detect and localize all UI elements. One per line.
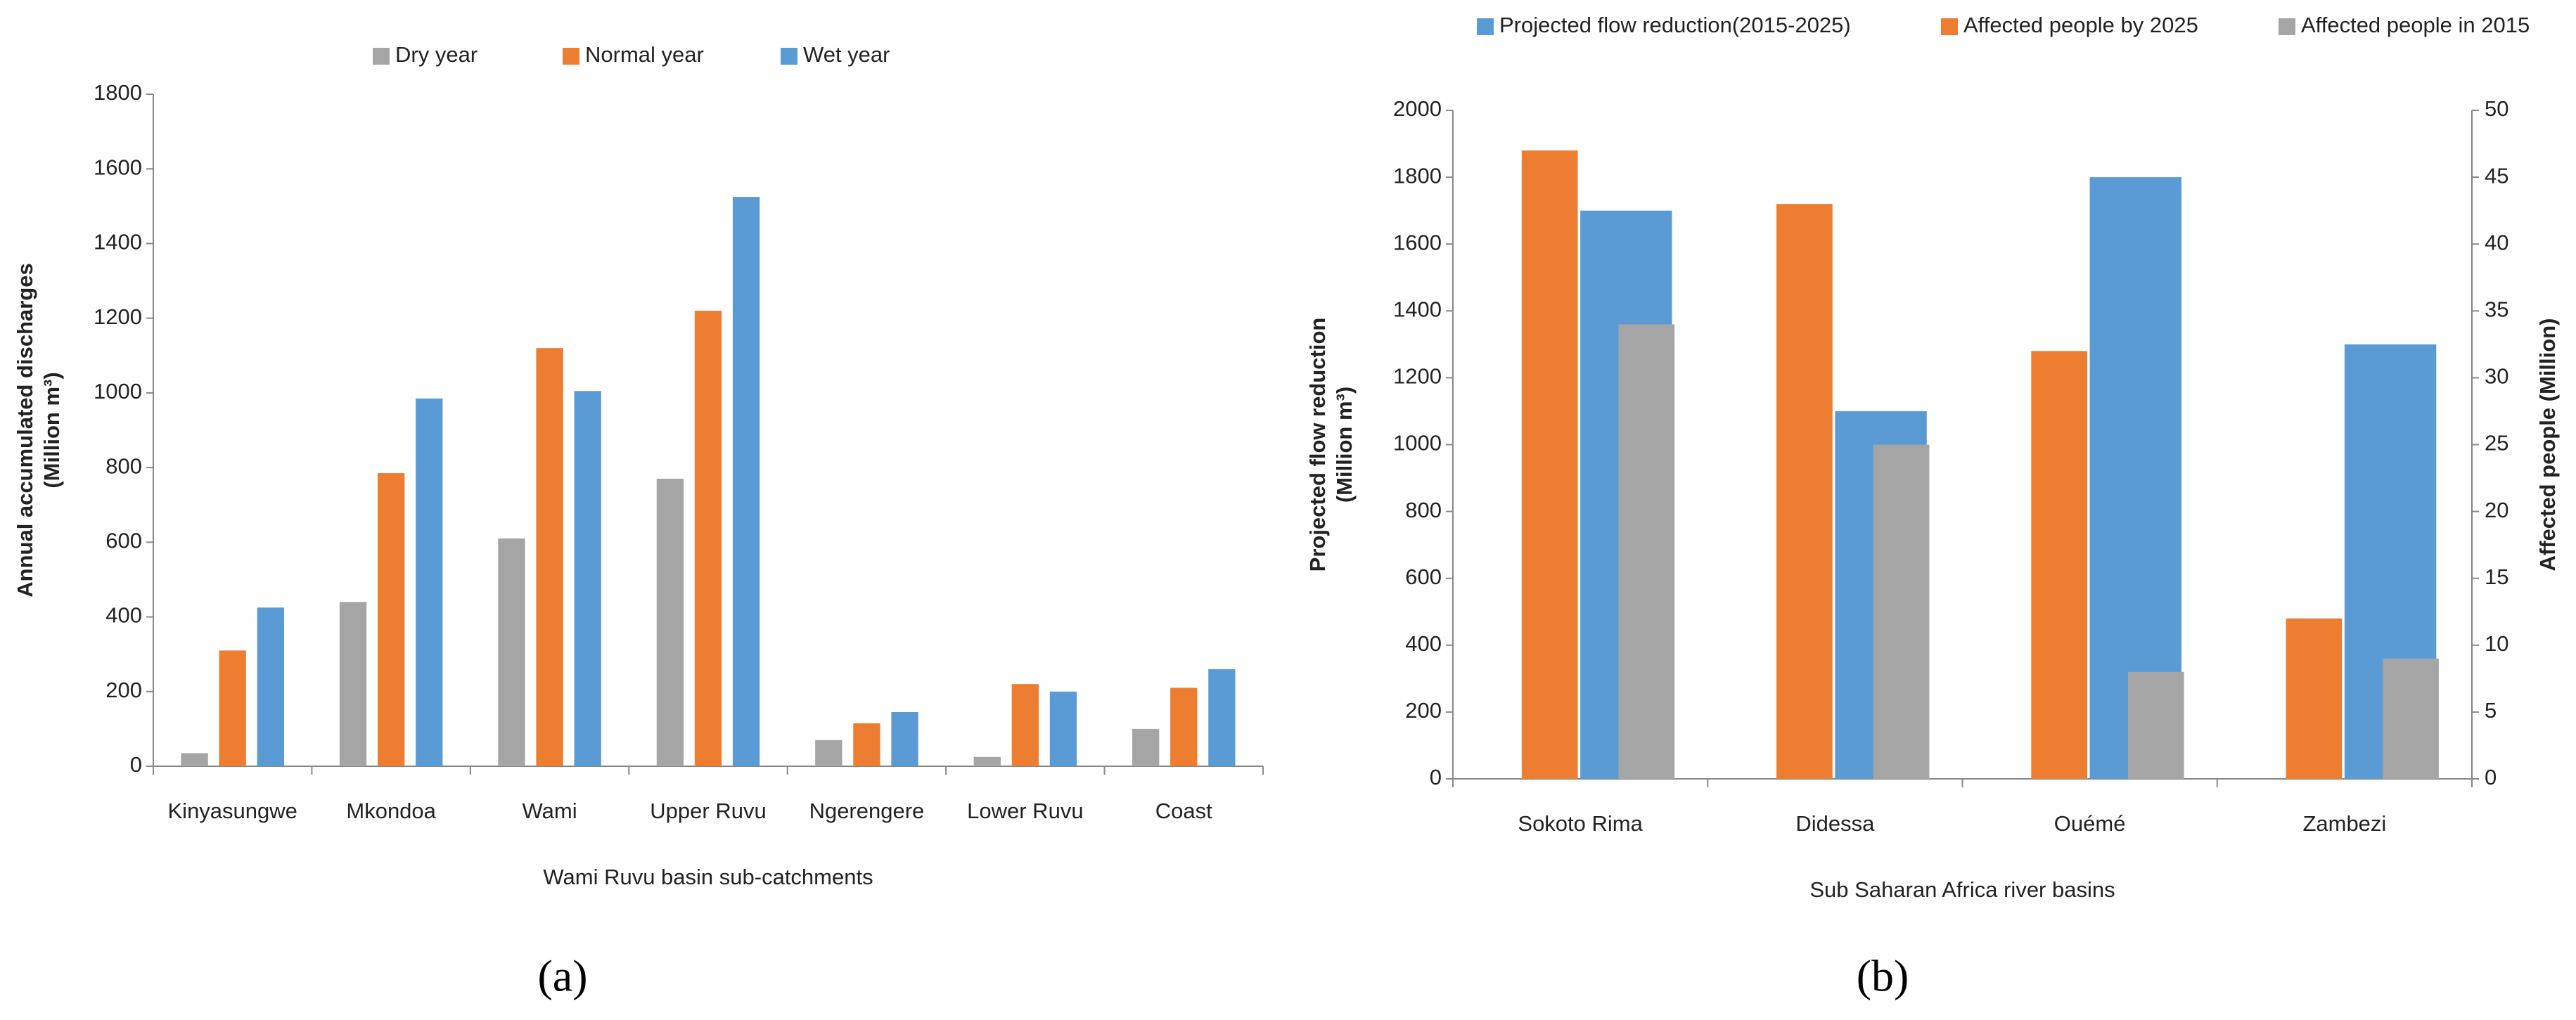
bar: [574, 391, 601, 766]
bar: [815, 740, 842, 766]
bar: [1170, 687, 1198, 766]
y-tick-label: 2000: [1393, 96, 1442, 121]
y-tick-label: 800: [105, 453, 142, 478]
bar: [2383, 658, 2439, 779]
bar: [2031, 351, 2088, 779]
x-axis-title: Wami Ruvu basin sub-catchments: [543, 865, 873, 889]
y-tick-label: 1400: [94, 230, 142, 254]
x-tick-label: Coast: [1155, 799, 1212, 823]
y2-tick-label: 10: [2485, 631, 2508, 656]
bar: [732, 197, 760, 766]
bar: [416, 398, 443, 766]
y2-tick-label: 30: [2485, 364, 2508, 389]
caption: (b): [1857, 951, 1909, 1001]
bar: [377, 473, 405, 766]
legend-label: Projected flow reduction(2015-2025): [1499, 13, 1851, 37]
legend-swatch: [1941, 18, 1958, 35]
y2-tick-label: 15: [2485, 564, 2508, 589]
bar: [2127, 671, 2184, 779]
legend-swatch: [373, 48, 390, 65]
bar: [1776, 204, 1833, 779]
y-tick-label: 200: [105, 678, 142, 702]
y-tick-label: 1600: [1393, 230, 1442, 254]
bar: [219, 650, 246, 766]
y2-tick-label: 35: [2485, 297, 2508, 321]
y-axis-title: (Million m³): [1332, 387, 1357, 503]
y2-tick-label: 5: [2485, 698, 2497, 723]
bar: [257, 607, 284, 766]
y-tick-label: 1200: [1393, 364, 1442, 389]
y-tick-label: 0: [1430, 765, 1442, 789]
y2-tick-label: 45: [2485, 163, 2508, 188]
bar: [1049, 691, 1077, 766]
x-tick-label: Lower Ruvu: [967, 799, 1083, 823]
y-tick-label: 800: [1405, 498, 1442, 522]
y2-axis-title: Affected people (Million): [2535, 318, 2560, 572]
legend-swatch: [1477, 18, 1494, 35]
y-tick-label: 1800: [94, 80, 142, 105]
bar: [656, 479, 684, 766]
caption: (a): [537, 951, 587, 1001]
legend-label: Affected people by 2025: [1963, 13, 2198, 37]
bar: [694, 311, 722, 766]
y2-tick-label: 40: [2485, 230, 2508, 254]
legend-label: Normal year: [585, 42, 704, 67]
y-tick-label: 1400: [1393, 297, 1442, 321]
bar: [1873, 444, 1930, 779]
bar: [973, 756, 1001, 766]
y-tick-label: 200: [1405, 698, 1442, 723]
bar: [498, 538, 525, 766]
legend-swatch: [2279, 18, 2295, 35]
y-axis-title: (Million m³): [39, 372, 64, 488]
x-tick-label: Ouémé: [2054, 811, 2126, 836]
x-tick-label: Wami: [523, 799, 577, 823]
y-tick-label: 1800: [1393, 163, 1442, 188]
bar: [181, 753, 208, 766]
legend-swatch: [781, 48, 797, 65]
x-tick-label: Ngerengere: [809, 799, 925, 823]
bar: [339, 602, 367, 766]
y-tick-label: 1600: [94, 155, 142, 179]
y2-tick-label: 25: [2485, 431, 2508, 456]
bar: [891, 711, 918, 766]
y-axis-title: Annual accumulated discharges: [13, 263, 37, 597]
x-tick-label: Didessa: [1795, 811, 1875, 836]
x-tick-label: Mkondoa: [346, 799, 436, 823]
y-tick-label: 600: [1405, 564, 1442, 589]
legend-swatch: [563, 48, 579, 65]
bar: [1011, 684, 1039, 766]
y2-tick-label: 0: [2485, 765, 2497, 789]
bar: [536, 348, 563, 767]
y-tick-label: 400: [105, 603, 142, 628]
x-axis-title: Sub Saharan Africa river basins: [1809, 877, 2115, 902]
bar: [1132, 728, 1160, 766]
legend-label: Affected people in 2015: [2301, 13, 2530, 37]
x-tick-label: Upper Ruvu: [650, 799, 766, 823]
bar: [853, 723, 880, 766]
y-axis-title: Projected flow reduction: [1305, 318, 1330, 572]
x-tick-label: Zambezi: [2302, 811, 2386, 836]
x-tick-label: Sokoto Rima: [1518, 811, 1643, 836]
y-tick-label: 0: [130, 752, 142, 777]
bar: [1521, 150, 1578, 779]
y-tick-label: 400: [1405, 631, 1442, 656]
y-tick-label: 1000: [1393, 431, 1442, 456]
bar: [2286, 618, 2343, 779]
legend-label: Wet year: [803, 42, 890, 67]
bar: [1618, 324, 1675, 779]
y-tick-label: 1000: [94, 379, 142, 404]
y-tick-label: 600: [105, 529, 142, 553]
y2-tick-label: 50: [2485, 96, 2508, 121]
y-tick-label: 1200: [94, 304, 142, 329]
bar: [1208, 669, 1236, 766]
x-tick-label: Kinyasungwe: [168, 799, 297, 823]
legend-label: Dry year: [395, 42, 478, 67]
y2-tick-label: 20: [2485, 498, 2508, 522]
